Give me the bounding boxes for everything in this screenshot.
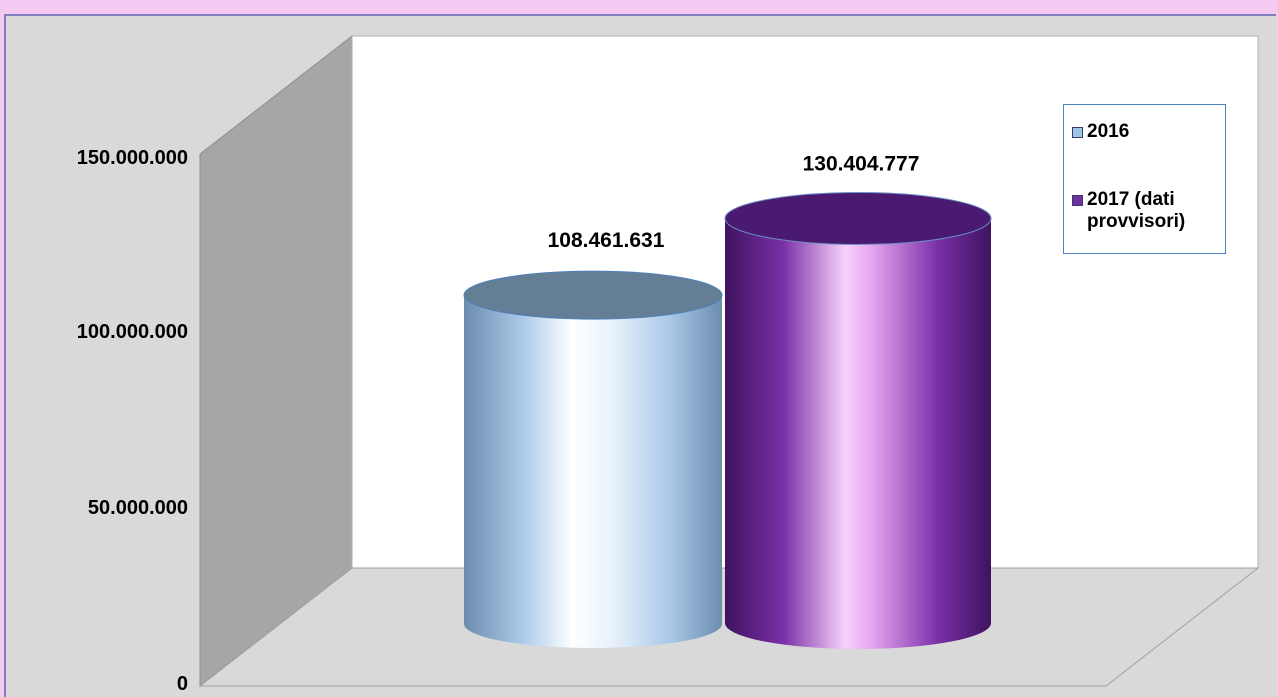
chart-area: 0 50.000.000 100.000.000 150.000.000 108…: [4, 14, 1276, 697]
bar-2017-body: [725, 218, 991, 624]
bar-2016-body: [464, 295, 722, 624]
legend-swatch-2017: [1072, 195, 1083, 206]
y-tick-label: 0: [177, 673, 188, 695]
bar-2016-base: [464, 600, 722, 648]
bar-2017-top: [724, 191, 992, 245]
legend-swatch-2016: [1072, 127, 1083, 138]
y-tick-label: 100.000.000: [77, 321, 188, 343]
data-label-2017: 130.404.777: [803, 152, 920, 175]
legend-label: 2017 (dati provvisori): [1087, 189, 1186, 232]
data-label-2016: 108.461.631: [548, 229, 665, 252]
y-tick-label: 150.000.000: [77, 147, 188, 169]
bar-chart: 0 50.000.000 100.000.000 150.000.000 108…: [77, 34, 1260, 695]
bar-2017: [724, 191, 992, 649]
bar-2016-top: [463, 270, 723, 320]
legend-item-2016: 2016: [1072, 121, 1129, 143]
bar-2016: [463, 270, 723, 648]
y-tick-label: 50.000.000: [88, 497, 188, 519]
bar-2017-base: [725, 597, 991, 649]
legend: 2016 2017 (dati provvisori): [1063, 104, 1226, 254]
legend-item-2017: 2017 (dati provvisori): [1072, 189, 1185, 233]
legend-label: 2016: [1087, 121, 1130, 142]
